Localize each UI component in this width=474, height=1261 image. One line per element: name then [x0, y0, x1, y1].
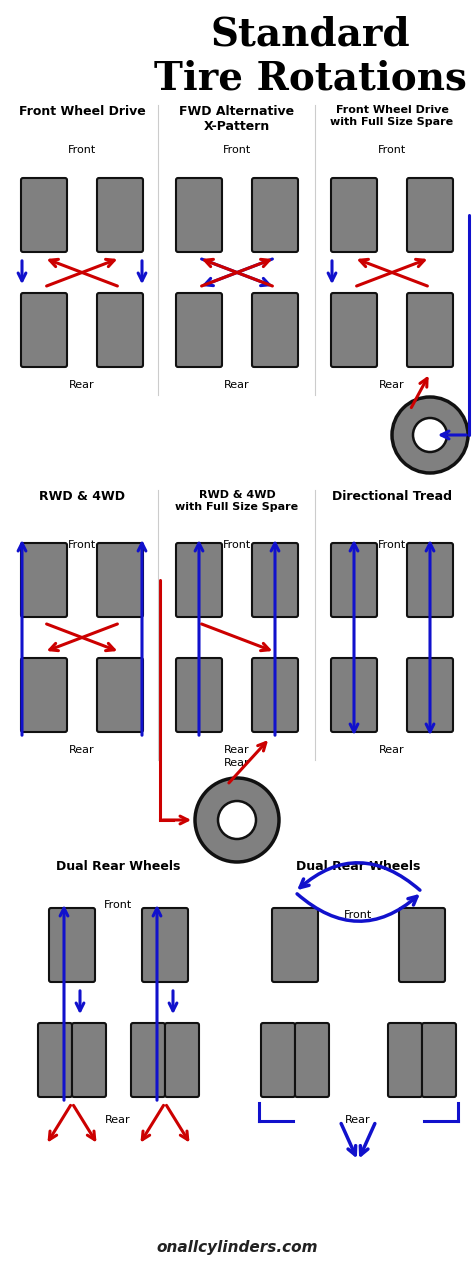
FancyBboxPatch shape — [176, 178, 222, 252]
Text: Front: Front — [378, 540, 406, 550]
FancyBboxPatch shape — [97, 178, 143, 252]
FancyBboxPatch shape — [422, 1023, 456, 1097]
Text: Front: Front — [68, 540, 96, 550]
FancyBboxPatch shape — [331, 178, 377, 252]
FancyBboxPatch shape — [49, 908, 95, 982]
Text: Front: Front — [104, 900, 132, 910]
FancyBboxPatch shape — [407, 543, 453, 617]
Text: Front: Front — [223, 145, 251, 155]
FancyBboxPatch shape — [21, 293, 67, 367]
FancyBboxPatch shape — [407, 658, 453, 731]
FancyBboxPatch shape — [407, 293, 453, 367]
Circle shape — [413, 417, 447, 451]
FancyBboxPatch shape — [252, 543, 298, 617]
Text: FWD Alternative
X-Pattern: FWD Alternative X-Pattern — [180, 105, 294, 132]
Text: Standard: Standard — [210, 15, 410, 53]
FancyBboxPatch shape — [295, 1023, 329, 1097]
FancyBboxPatch shape — [252, 293, 298, 367]
FancyBboxPatch shape — [176, 658, 222, 731]
Text: Front: Front — [68, 145, 96, 155]
FancyBboxPatch shape — [176, 293, 222, 367]
FancyBboxPatch shape — [388, 1023, 422, 1097]
Text: Rear: Rear — [224, 380, 250, 390]
Text: Rear: Rear — [69, 745, 95, 755]
Text: Dual Rear Wheels: Dual Rear Wheels — [296, 860, 420, 873]
FancyBboxPatch shape — [97, 293, 143, 367]
FancyBboxPatch shape — [21, 658, 67, 731]
Circle shape — [392, 397, 468, 473]
FancyBboxPatch shape — [21, 543, 67, 617]
FancyBboxPatch shape — [97, 658, 143, 731]
FancyBboxPatch shape — [399, 908, 445, 982]
Text: Front: Front — [223, 540, 251, 550]
Circle shape — [195, 778, 279, 863]
Text: Directional Tread: Directional Tread — [332, 491, 452, 503]
FancyBboxPatch shape — [331, 658, 377, 731]
FancyBboxPatch shape — [272, 908, 318, 982]
Text: Rear: Rear — [105, 1115, 131, 1125]
Text: Front Wheel Drive: Front Wheel Drive — [18, 105, 146, 119]
Text: Rear: Rear — [224, 745, 250, 755]
Text: RWD & 4WD: RWD & 4WD — [39, 491, 125, 503]
Circle shape — [218, 801, 256, 839]
Text: Front: Front — [344, 910, 372, 921]
Text: Rear: Rear — [379, 380, 405, 390]
Text: Dual Rear Wheels: Dual Rear Wheels — [56, 860, 180, 873]
FancyBboxPatch shape — [331, 293, 377, 367]
Text: Tire Rotations: Tire Rotations — [154, 61, 466, 98]
FancyBboxPatch shape — [176, 543, 222, 617]
FancyBboxPatch shape — [407, 178, 453, 252]
FancyBboxPatch shape — [38, 1023, 72, 1097]
Text: Rear: Rear — [69, 380, 95, 390]
Text: Rear: Rear — [345, 1115, 371, 1125]
FancyBboxPatch shape — [142, 908, 188, 982]
FancyBboxPatch shape — [252, 658, 298, 731]
FancyBboxPatch shape — [252, 178, 298, 252]
FancyBboxPatch shape — [261, 1023, 295, 1097]
FancyBboxPatch shape — [331, 543, 377, 617]
Text: Rear: Rear — [224, 758, 250, 768]
FancyBboxPatch shape — [131, 1023, 165, 1097]
FancyBboxPatch shape — [97, 543, 143, 617]
Text: Front Wheel Drive
with Full Size Spare: Front Wheel Drive with Full Size Spare — [330, 105, 454, 126]
FancyBboxPatch shape — [21, 178, 67, 252]
Text: RWD & 4WD
with Full Size Spare: RWD & 4WD with Full Size Spare — [175, 491, 299, 512]
Text: Front: Front — [378, 145, 406, 155]
FancyBboxPatch shape — [165, 1023, 199, 1097]
Text: onallcylinders.com: onallcylinders.com — [156, 1240, 318, 1255]
Text: Rear: Rear — [379, 745, 405, 755]
FancyBboxPatch shape — [72, 1023, 106, 1097]
